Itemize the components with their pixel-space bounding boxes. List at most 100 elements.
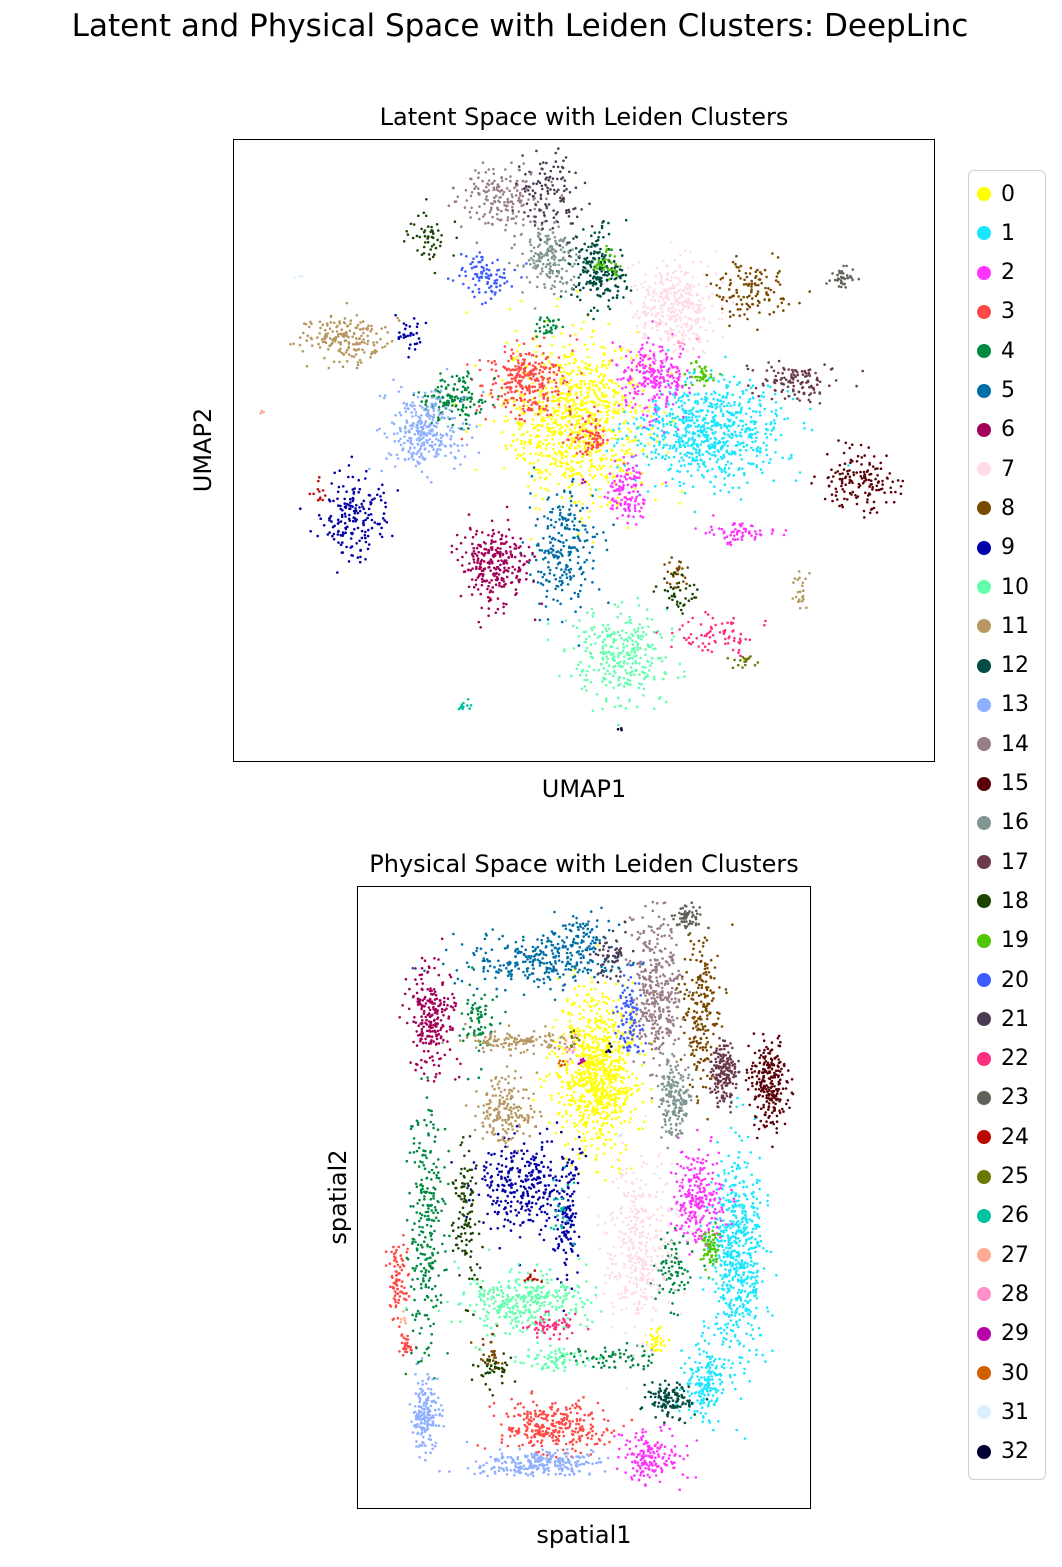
cluster-1-point [699, 426, 703, 429]
cluster-12-point [591, 242, 594, 245]
cluster-1-point [661, 446, 665, 450]
cluster-1-point [645, 455, 649, 458]
cluster-14-point [518, 168, 521, 172]
cluster-2-point [646, 382, 650, 386]
cluster-14-point [483, 213, 487, 216]
cluster-3-point [535, 402, 538, 406]
cluster-5-point [591, 545, 594, 549]
cluster-4-point [438, 418, 441, 421]
cluster-7-point [678, 309, 681, 312]
cluster-5-point [585, 539, 589, 542]
cluster-3-point [478, 368, 482, 372]
cluster-0-point [607, 405, 611, 409]
cluster-1-point [774, 412, 777, 416]
cluster-3-point [548, 367, 552, 370]
cluster-14-point [495, 213, 499, 216]
cluster-1-point [693, 421, 696, 425]
cluster-1-point [715, 460, 719, 464]
cluster-0-point [575, 411, 579, 415]
cluster-1-point [661, 455, 664, 458]
cluster-13-point [390, 421, 394, 424]
cluster-2-point [667, 384, 670, 387]
cluster-0-point [594, 404, 598, 407]
cluster-1-point [783, 417, 786, 421]
cluster-2-point [669, 392, 672, 395]
cluster-11-point [797, 570, 801, 573]
cluster-10-point [611, 658, 615, 661]
cluster-5-point [552, 598, 555, 601]
cluster-13-point [418, 455, 421, 459]
cluster-13-point [449, 451, 453, 455]
cluster-10-point [637, 636, 640, 640]
cluster-0-point [593, 474, 597, 478]
cluster-5-point [548, 568, 552, 572]
cluster-5-point [574, 610, 577, 613]
cluster-2-point [652, 355, 656, 358]
cluster-11-point [340, 332, 343, 336]
cluster-5-point [565, 539, 568, 542]
cluster-6-point [494, 572, 498, 576]
cluster-3-point [507, 374, 510, 377]
cluster-5-point [538, 548, 542, 552]
cluster-2-point [628, 375, 632, 378]
cluster-1-point [722, 378, 726, 381]
cluster-1-point [713, 492, 716, 496]
cluster-9-point [364, 518, 367, 522]
cluster-14-point [478, 217, 481, 221]
cluster-0-point [591, 541, 595, 544]
cluster-7-point [641, 306, 645, 309]
cluster-9-point [353, 528, 356, 531]
cluster-3-point [509, 372, 512, 376]
cluster-8-point [663, 563, 666, 566]
cluster-12-point [585, 282, 588, 286]
cluster-2-point [648, 363, 652, 367]
cluster-14-point [511, 212, 515, 215]
cluster-12-point [607, 232, 611, 236]
cluster-1-point [674, 430, 678, 433]
cluster-1-point [634, 435, 637, 439]
cluster-5-point [553, 573, 556, 577]
cluster-1-point [751, 440, 754, 444]
cluster-0-point [641, 389, 645, 392]
cluster-10-point [629, 637, 632, 640]
latent-plot-area [233, 139, 935, 762]
cluster-2-point [726, 542, 729, 546]
cluster-0-point [573, 423, 577, 427]
cluster-4-point [438, 400, 442, 403]
cluster-2-point [651, 419, 654, 423]
cluster-1-point [736, 383, 739, 387]
cluster-2-point [643, 499, 646, 502]
cluster-3-point [505, 386, 509, 389]
cluster-12-point [610, 277, 613, 280]
cluster-10-point [601, 640, 605, 644]
cluster-0-point [570, 466, 574, 469]
cluster-0-point [516, 453, 520, 456]
cluster-10-point [664, 656, 667, 659]
cluster-0-point [587, 437, 591, 440]
cluster-0-point [544, 447, 548, 451]
cluster-0-point [534, 435, 538, 439]
cluster-1-point [748, 407, 751, 410]
cluster-3-point [480, 394, 484, 397]
cluster-0-point [514, 448, 517, 452]
cluster-13-point [444, 454, 447, 458]
cluster-0-point [561, 416, 564, 419]
cluster-10-point [609, 633, 613, 637]
cluster-9-point [345, 490, 348, 494]
cluster-1-point [733, 400, 736, 404]
cluster-6-point [511, 571, 514, 575]
cluster-1-point [723, 483, 727, 487]
cluster-3-point [596, 434, 599, 438]
cluster-3-point [575, 436, 578, 440]
cluster-0-point [564, 454, 568, 458]
cluster-7-point [688, 301, 691, 304]
cluster-14-point [474, 185, 478, 188]
cluster-5-point [565, 566, 568, 569]
cluster-12-point [624, 273, 627, 277]
cluster-1-point [729, 425, 733, 428]
cluster-12-point [590, 234, 593, 237]
cluster-1-point [693, 432, 697, 435]
cluster-3-point [494, 381, 498, 385]
cluster-1-point [616, 466, 619, 469]
cluster-14-point [536, 200, 540, 204]
